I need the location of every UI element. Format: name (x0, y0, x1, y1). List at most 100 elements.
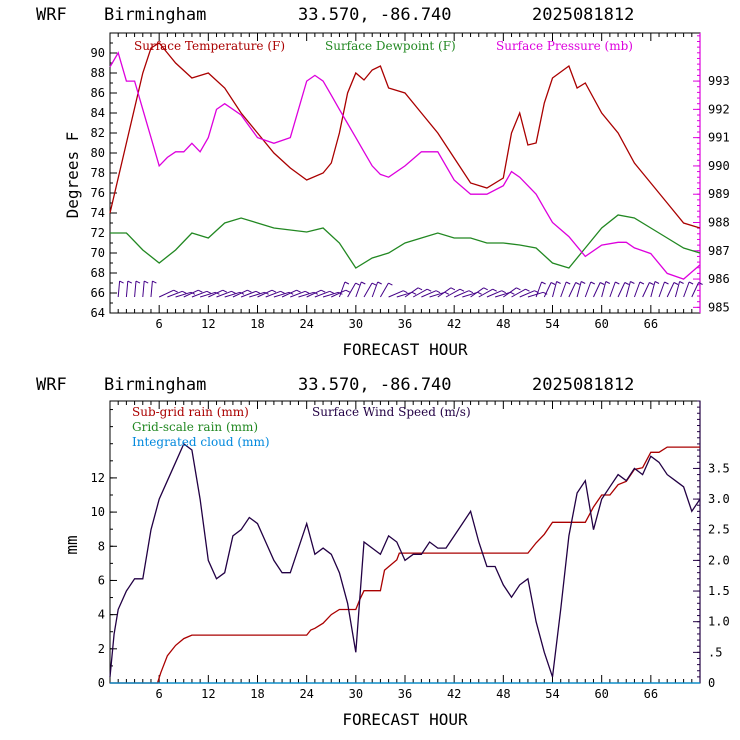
y2-tick-label: 991 (708, 131, 730, 145)
wind-barb-flag (304, 290, 310, 294)
wind-barb-flag (329, 290, 335, 294)
y2-tick-label: 992 (708, 102, 730, 116)
wind-barb (666, 282, 675, 298)
y-tick-label: 84 (91, 106, 105, 120)
x-tick-label: 42 (447, 687, 461, 701)
wind-barb (503, 287, 517, 298)
y-tick-label: 64 (91, 306, 105, 320)
wind-barb-flag (288, 291, 294, 295)
legend-wind-speed: Surface Wind Speed (m/s) (312, 405, 471, 419)
y2-tick-label: 2.5 (708, 523, 730, 537)
wind-barb-flag (580, 281, 586, 284)
legend-gridscale-rain: Grid-scale rain (mm) (132, 420, 258, 434)
wind-barb-flag (639, 281, 645, 285)
wind-barb-flag (450, 287, 456, 291)
wind-barb-flag (313, 291, 319, 295)
wind-barb-flag (649, 282, 654, 285)
series-line-0 (109, 42, 701, 229)
x-tick-label: 36 (398, 317, 412, 331)
y2-tick-label: 989 (708, 187, 730, 201)
wind-barb (240, 290, 257, 298)
wind-barb-flag (198, 289, 203, 293)
wind-barb-flag (698, 282, 703, 285)
wind-barb (216, 290, 232, 298)
header-station: Birmingham (104, 5, 206, 25)
x-tick-label: 30 (349, 687, 363, 701)
wind-barb-flag (565, 281, 571, 285)
y-tick-label: 66 (91, 286, 105, 300)
x-tick-label: 12 (201, 687, 215, 701)
wind-barb (208, 289, 224, 298)
wind-barb (535, 281, 543, 298)
wind-barb (355, 281, 362, 298)
y-tick-label: 10 (91, 505, 105, 519)
x-tick-label: 24 (299, 317, 313, 331)
wind-barb-flag (624, 282, 630, 285)
wind-barb-flag (599, 282, 605, 285)
wind-barb-flag (556, 281, 561, 284)
wind-barb (257, 289, 273, 298)
wind-barb (658, 281, 665, 298)
wind-barb (404, 287, 419, 298)
wind-barb-flag (320, 289, 326, 293)
y-tick-label: 90 (91, 46, 105, 60)
header-coords: 33.570, -86.740 (298, 5, 452, 25)
wind-barb-flag (615, 281, 620, 285)
panel2-y-axis-label: mm (62, 535, 81, 554)
wind-barb (322, 291, 339, 298)
legend-integrated-cloud: Integrated cloud (mm) (132, 435, 270, 449)
wind-barb-flag (345, 289, 351, 293)
header2-model: WRF (36, 375, 67, 395)
x-tick-label: 60 (594, 687, 608, 701)
y2-tick-label: 986 (708, 272, 730, 286)
wind-barb (445, 288, 461, 298)
x-tick-label: 48 (496, 687, 510, 701)
wind-barb-flag (688, 281, 694, 285)
wind-barb (371, 281, 379, 298)
wind-barb (183, 289, 199, 298)
legend-surface-dewpoint: Surface Dewpoint (F) (325, 39, 456, 53)
wind-barb-flag (143, 280, 149, 284)
y-tick-label: 88 (91, 66, 105, 80)
header2-coords: 33.570, -86.740 (298, 375, 452, 395)
wind-barb-flag (501, 290, 506, 294)
y2-tick-label: 990 (708, 159, 730, 173)
wind-barb (306, 289, 322, 298)
plot-frame (109, 32, 701, 314)
wind-barb (617, 282, 626, 298)
wind-barb (134, 281, 137, 298)
panel1-y-axis-label: Degrees F (63, 132, 82, 219)
wind-barb (298, 291, 314, 298)
y-tick-label: 82 (91, 126, 105, 140)
series-line-0 (110, 446, 700, 684)
wind-barb-flag (215, 291, 220, 295)
wind-barb-flag (403, 290, 408, 294)
wind-barb (281, 289, 297, 298)
wind-barb (412, 288, 428, 298)
wind-barb-flag (542, 291, 548, 295)
panel2-x-axis-label: FORECAST HOUR (342, 710, 468, 729)
wind-barb (167, 290, 183, 298)
temperature-panel: 6 12 18 24 30 36 42 48 54 60 66 64 66 68 70 72 74 76 78 80 8… (91, 32, 730, 331)
wind-barb (232, 289, 248, 298)
wind-barb-flag (247, 289, 252, 293)
wind-barb (576, 281, 582, 298)
y2-tick-label: 3.0 (708, 492, 730, 506)
wind-barb (494, 291, 511, 298)
wind-barb (396, 291, 413, 298)
x-tick-label: 54 (545, 317, 559, 331)
wind-barb-flag (344, 281, 350, 285)
wind-barb-flag (127, 280, 133, 284)
y2-tick-label: 988 (708, 215, 730, 229)
wind-barb (593, 282, 601, 298)
y2-tick-label: 0 (708, 676, 715, 690)
wind-barb-flag (590, 281, 596, 285)
y2-tick-label: 987 (708, 244, 730, 258)
wind-barb (584, 281, 592, 298)
x-tick-label: 6 (156, 317, 163, 331)
wind-barb-flag (679, 281, 684, 284)
wind-barb-flag (411, 291, 417, 295)
wind-barb-flag (477, 291, 482, 295)
legend-surface-temperature: Surface Temperature (F) (134, 39, 285, 53)
wind-barb-flag (239, 291, 245, 295)
